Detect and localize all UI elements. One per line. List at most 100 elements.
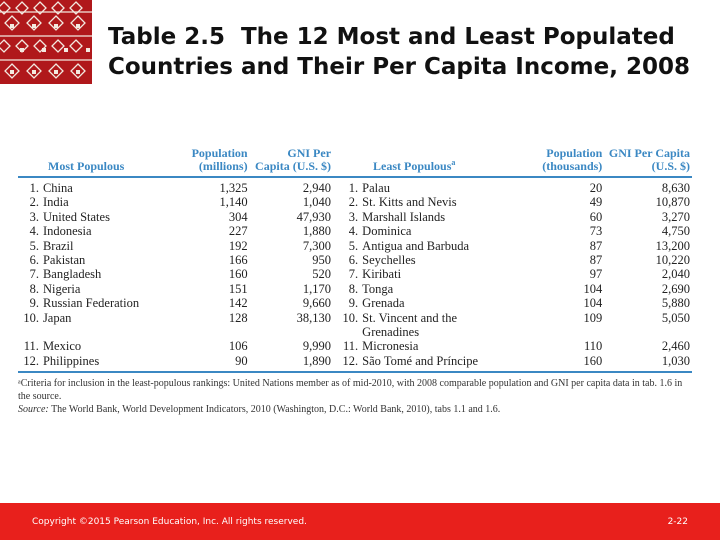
population-thousands: 87 xyxy=(589,253,603,268)
gni-per-capita-least: 4,750 xyxy=(661,224,690,239)
gni-per-capita-most: 2,940 xyxy=(302,181,332,195)
gni-per-capita-most: 950 xyxy=(312,253,332,268)
table-row: 10. Japan 128 38,130 10. St. Vincent and the … xyxy=(18,311,692,340)
gni-per-capita-least: 10,220 xyxy=(655,253,690,268)
rank-least: 4. xyxy=(348,224,359,239)
population-millions: 151 xyxy=(228,281,248,296)
source-note: Source: The World Bank, World Developmen… xyxy=(18,403,694,416)
table-row: 4. Indonesia 227 1,880 4. Dominica 73 4,750 xyxy=(18,224,692,238)
rank-least: 5. xyxy=(348,238,359,253)
population-thousands: 60 xyxy=(589,209,603,224)
population-millions: 106 xyxy=(228,339,248,354)
rank-least: 7. xyxy=(348,267,359,282)
least-populous-country: Palau xyxy=(362,181,390,195)
rank-least: 12. xyxy=(333,353,361,374)
most-populous-country: Bangladesh xyxy=(42,267,102,282)
most-populous-country: United States xyxy=(42,209,110,224)
rank-most: 3. xyxy=(29,209,39,224)
gni-per-capita-most: 520 xyxy=(312,267,332,282)
slide-title: Table 2.5 The 12 Most and Least Populate… xyxy=(108,22,708,82)
rank-most: 11. xyxy=(23,339,39,354)
header-gni-1: GNI Per Capita (U.S. $) xyxy=(249,145,334,178)
gni-per-capita-least: 3,270 xyxy=(661,209,690,224)
least-populous-country: São Tomé and Príncipe xyxy=(360,353,517,374)
table-notes: ᵃCriteria for inclusion in the least-pop… xyxy=(18,377,694,416)
header-least-populous: Least Populousa xyxy=(333,145,517,178)
population-millions: 1,140 xyxy=(219,195,248,210)
table-row: 5. Brazil 192 7,300 5. Antigua and Barbuda 87 1… xyxy=(18,239,692,253)
rank-most: 9. xyxy=(29,296,39,311)
most-populous-country: Japan xyxy=(42,310,72,325)
table-row: 1. China 1,325 2,940 1. Palau 20 8,630 xyxy=(18,177,692,195)
header-population-thousands: Population (thousands) xyxy=(516,145,605,178)
rank-most: 4. xyxy=(29,224,39,239)
least-populous-country: Grenada xyxy=(362,296,405,311)
least-populous-country: Micronesia xyxy=(362,339,419,354)
most-populous-country: China xyxy=(42,181,73,195)
population-millions: 166 xyxy=(228,253,248,268)
source-text: The World Bank, World Development Indica… xyxy=(51,404,501,415)
most-populous-country: Philippines xyxy=(40,353,167,374)
footer-bar: Copyright ©2015 Pearson Education, Inc. … xyxy=(0,503,720,540)
most-populous-country: Pakistan xyxy=(42,253,86,268)
rank-most: 6. xyxy=(29,253,39,268)
gni-per-capita-most: 47,930 xyxy=(296,209,332,224)
gni-per-capita-least: 2,460 xyxy=(661,339,690,354)
population-millions: 1,325 xyxy=(219,181,248,195)
table-number: Table 2.5 xyxy=(108,24,225,50)
gni-per-capita-least: 13,200 xyxy=(655,238,690,253)
header-row: Most Populous Population (millions) GNI … xyxy=(18,145,692,178)
rank-least: 9. xyxy=(348,296,359,311)
pattern-graphic xyxy=(0,0,92,84)
rank-least: 2. xyxy=(348,195,359,210)
least-populous-country: Antigua and Barbuda xyxy=(362,238,470,253)
population-millions: 304 xyxy=(228,209,248,224)
gni-per-capita-least: 2,690 xyxy=(661,281,690,296)
rank-least: 10. xyxy=(342,310,359,325)
population-millions: 90 xyxy=(166,353,250,374)
least-populous-country: Seychelles xyxy=(362,253,416,268)
gni-per-capita-most: 7,300 xyxy=(302,238,332,253)
title-text: The 12 Most and Least Populated Countrie… xyxy=(108,24,690,80)
most-populous-country: Nigeria xyxy=(42,281,81,296)
footnote-marker: a xyxy=(451,158,456,167)
population-millions: 160 xyxy=(228,267,248,282)
header-most-populous: Most Populous xyxy=(18,145,167,178)
gni-per-capita-most: 1,040 xyxy=(302,195,332,210)
gni-per-capita-most: 1,170 xyxy=(302,281,332,296)
most-populous-country: India xyxy=(42,195,69,210)
source-label: Source: xyxy=(18,404,49,415)
least-populous-country: Tonga xyxy=(362,281,394,296)
table-row: 7. Bangladesh 160 520 7. Kiribati 97 2,040 xyxy=(18,267,692,281)
rank-most: 2. xyxy=(29,195,39,210)
rank-least: 11. xyxy=(343,339,359,354)
least-populous-country: Dominica xyxy=(362,224,412,239)
header-gni-2: GNI Per Capita (U.S. $) xyxy=(604,145,692,178)
population-thousands: 87 xyxy=(589,238,603,253)
least-populous-country: St. Kitts and Nevis xyxy=(362,195,457,210)
gni-per-capita-most: 1,880 xyxy=(302,224,332,239)
decorative-pattern-logo xyxy=(0,0,92,84)
population-income-table: Most Populous Population (millions) GNI … xyxy=(18,145,694,374)
gni-per-capita-least: 10,870 xyxy=(655,195,690,210)
population-thousands: 104 xyxy=(583,296,603,311)
table-row: 3. United States 304 47,930 3. Marshall Islan… xyxy=(18,210,692,224)
rank-least: 1. xyxy=(348,181,359,195)
population-millions: 192 xyxy=(228,238,248,253)
population-millions: 142 xyxy=(228,296,248,311)
gni-per-capita-least: 8,630 xyxy=(661,181,690,195)
gni-per-capita-most: 9,660 xyxy=(302,296,332,311)
population-thousands: 73 xyxy=(589,224,603,239)
table-row: 12. Philippines 90 1,890 12. São Tomé and Prí… xyxy=(18,353,692,374)
population-thousands: 20 xyxy=(589,181,603,195)
most-populous-country: Brazil xyxy=(42,238,74,253)
rank-least: 6. xyxy=(348,253,359,268)
gni-per-capita-most: 38,130 xyxy=(296,310,332,325)
table-row: 2. India 1,140 1,040 2. St. Kitts and Nevis 49… xyxy=(18,195,692,209)
footnote: ᵃCriteria for inclusion in the least-pop… xyxy=(18,378,683,402)
least-populous-country: Kiribati xyxy=(362,267,402,282)
rank-most: 7. xyxy=(29,267,39,282)
table-row: 8. Nigeria 151 1,170 8. Tonga 104 2,690 xyxy=(18,282,692,296)
gni-per-capita-least: 5,880 xyxy=(661,296,690,311)
gni-per-capita-least: 1,030 xyxy=(604,353,692,374)
